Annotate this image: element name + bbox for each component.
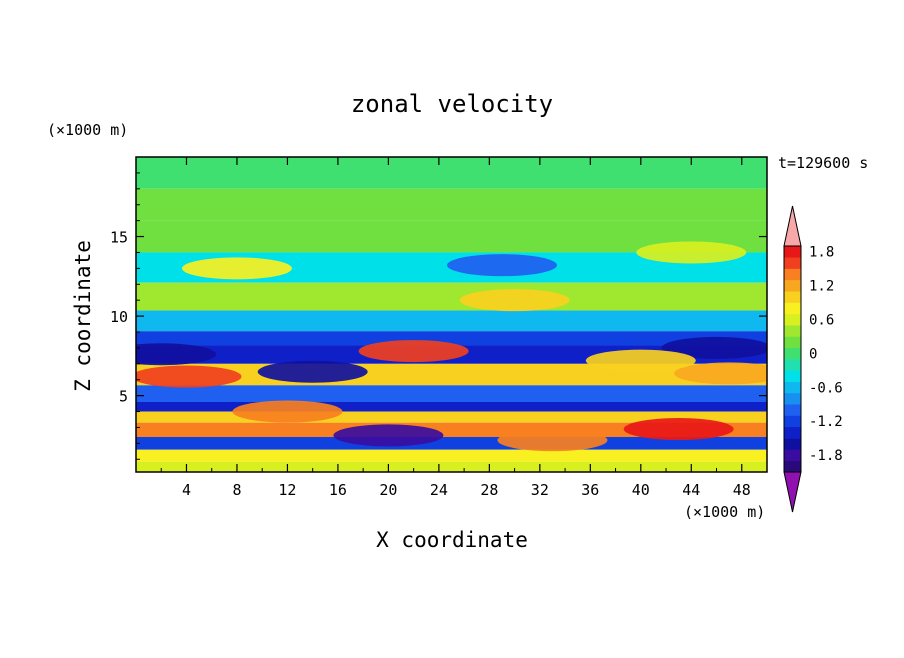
colorbar-swatch bbox=[784, 313, 801, 326]
colorbar-tick-label: -1.8 bbox=[809, 448, 843, 464]
field-feature bbox=[136, 365, 242, 388]
colorbar-swatch bbox=[784, 268, 801, 281]
plot-area bbox=[136, 157, 767, 472]
colorbar-swatch bbox=[784, 404, 801, 416]
field-band bbox=[136, 310, 767, 332]
field-feature bbox=[661, 336, 767, 359]
field-band bbox=[136, 437, 767, 450]
field-band bbox=[136, 331, 767, 346]
x-unit-label: (×1000 m) bbox=[684, 503, 765, 521]
colorbar-tick-label: 1.8 bbox=[809, 245, 834, 261]
field-feature bbox=[181, 257, 292, 280]
x-tick-label: 32 bbox=[531, 481, 549, 499]
colorbar-swatch bbox=[784, 359, 801, 371]
colorbar-swatch bbox=[784, 449, 801, 461]
field-band bbox=[136, 402, 767, 412]
field-feature bbox=[358, 340, 469, 363]
field-feature bbox=[136, 343, 217, 366]
field-feature bbox=[257, 360, 368, 383]
field-band bbox=[136, 282, 767, 311]
x-tick-label: 20 bbox=[379, 481, 397, 499]
x-axis-label: X coordinate bbox=[376, 528, 528, 552]
colorbar-swatch bbox=[784, 392, 801, 405]
field-feature bbox=[497, 429, 608, 452]
field-band bbox=[136, 449, 767, 462]
field-band bbox=[136, 422, 767, 437]
colorbar-swatch bbox=[784, 279, 801, 292]
x-tick-label: 40 bbox=[632, 481, 650, 499]
field-feature bbox=[674, 362, 767, 385]
colorbar-tick-label: -0.6 bbox=[809, 380, 843, 396]
field-band bbox=[136, 461, 767, 472]
colorbar-tick-label: 0 bbox=[809, 346, 817, 362]
field-band bbox=[136, 188, 767, 221]
colorbar-swatch bbox=[784, 291, 801, 303]
colorbar-swatch bbox=[784, 257, 801, 269]
colorbar-swatch bbox=[784, 246, 801, 258]
x-tick-label: 8 bbox=[232, 481, 241, 499]
x-tick-label: 16 bbox=[329, 481, 347, 499]
colorbar-tick-label: 0.6 bbox=[809, 312, 834, 328]
colorbar-tick-label: -1.2 bbox=[809, 414, 843, 430]
field-feature bbox=[446, 254, 557, 277]
colorbar-swatch bbox=[784, 336, 801, 348]
field-feature bbox=[585, 349, 696, 372]
field-band bbox=[136, 411, 767, 423]
colorbar: 1.8 1.2 0.6 0 -0.6 -1.2 -1.8 bbox=[783, 205, 843, 513]
field-feature bbox=[623, 418, 734, 441]
field-feature bbox=[636, 241, 747, 264]
colorbar-swatch bbox=[784, 347, 801, 360]
x-tick-label: 28 bbox=[480, 481, 498, 499]
colorbar-swatch bbox=[784, 426, 801, 439]
colorbar-swatch bbox=[784, 302, 801, 315]
colorbar-over-arrow bbox=[783, 205, 802, 247]
y-tick-label: 15 bbox=[110, 229, 128, 247]
x-tick-label: 24 bbox=[430, 481, 448, 499]
field-band bbox=[136, 157, 767, 189]
colorbar-frame bbox=[783, 245, 802, 473]
x-tick-label: 36 bbox=[581, 481, 599, 499]
colorbar-under-arrow bbox=[783, 471, 802, 513]
field-feature bbox=[459, 289, 570, 312]
y-axis: 5 10 15 bbox=[110, 172, 767, 460]
x-axis: 4 8 12 16 20 24 28 32 36 40 44 48 bbox=[160, 157, 751, 499]
y-axis-label: Z coordinate bbox=[71, 240, 95, 392]
field-feature bbox=[333, 424, 444, 447]
y-tick-label: 5 bbox=[119, 388, 128, 406]
plot-frame bbox=[135, 156, 768, 473]
colorbar-swatch bbox=[784, 438, 801, 450]
colorbar-tick-label: 1.2 bbox=[809, 279, 834, 295]
y-tick-label: 10 bbox=[110, 308, 128, 326]
field-band bbox=[136, 385, 767, 402]
colorbar-swatch bbox=[784, 381, 801, 394]
colorbar-swatch bbox=[784, 415, 801, 428]
x-tick-label: 12 bbox=[278, 481, 296, 499]
x-tick-label: 44 bbox=[682, 481, 700, 499]
colorbar-swatch bbox=[784, 370, 801, 382]
colorbar-swatch bbox=[784, 325, 801, 337]
field-feature bbox=[232, 400, 343, 423]
x-tick-label: 48 bbox=[733, 481, 751, 499]
colorbar-swatch bbox=[784, 460, 801, 473]
x-tick-label: 4 bbox=[182, 481, 191, 499]
time-label: t=129600 s bbox=[778, 154, 868, 172]
y-unit-label: (×1000 m) bbox=[47, 121, 128, 139]
chart-title: zonal velocity bbox=[351, 90, 553, 118]
